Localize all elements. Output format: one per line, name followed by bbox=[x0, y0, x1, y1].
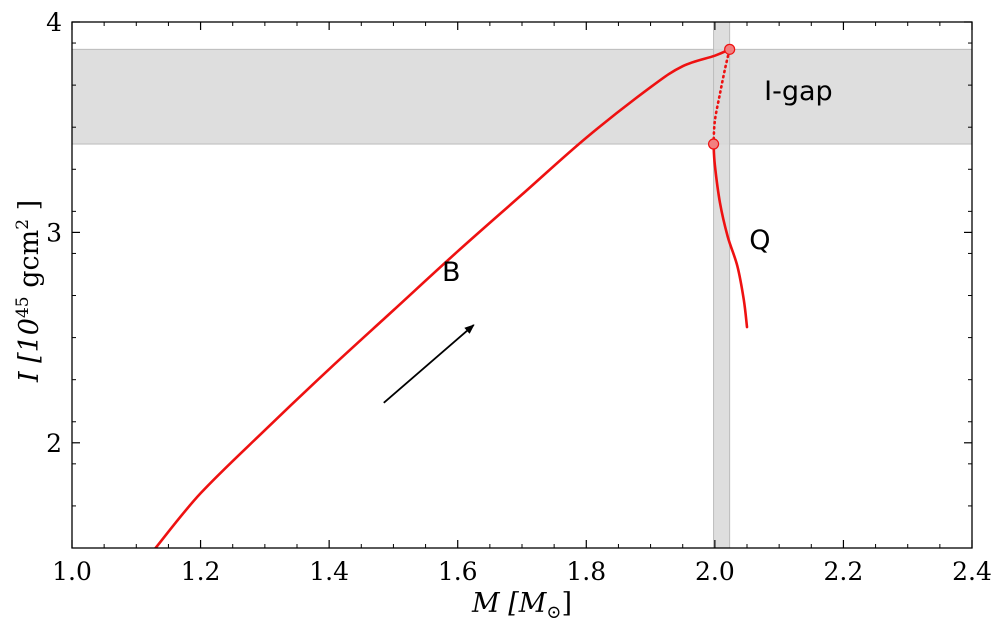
x-tick-label: 2.0 bbox=[695, 557, 735, 586]
marker-point bbox=[724, 43, 736, 55]
series-line-1 bbox=[154, 48, 731, 548]
y-axis-label-main: I [10 bbox=[14, 318, 45, 383]
y-tick-label: 3 bbox=[46, 218, 62, 247]
x-tick-label: 1.8 bbox=[566, 557, 606, 586]
x-axis-label: M [M⊙] bbox=[471, 588, 572, 623]
x-tick-label: 1.0 bbox=[52, 557, 92, 586]
annotation-layer: B Q I-gap bbox=[442, 76, 833, 288]
annotation-label: Q bbox=[749, 225, 770, 256]
x-tick-label: 2.4 bbox=[952, 557, 992, 586]
series-line-3 bbox=[712, 142, 749, 329]
x-tick-label: 1.6 bbox=[438, 557, 478, 586]
x-tick-label: 1.2 bbox=[181, 557, 221, 586]
series-line-2 bbox=[712, 48, 731, 146]
band-vertical bbox=[713, 22, 731, 548]
y-tick-label: 2 bbox=[46, 429, 62, 458]
y-axis-label: I [1045 gcm2 ] bbox=[13, 200, 45, 383]
y-axis-label-sup: 45 bbox=[13, 296, 33, 318]
x-axis-label-sub: ⊙ bbox=[546, 602, 561, 623]
band-horizontal bbox=[72, 48, 972, 145]
annotation-label: B bbox=[442, 257, 461, 288]
annotation-label: I-gap bbox=[764, 76, 833, 107]
shaded-bands bbox=[72, 22, 972, 548]
x-axis-label-tail: ] bbox=[561, 588, 572, 619]
marker-layer bbox=[707, 43, 736, 150]
series-layer bbox=[154, 48, 749, 548]
x-axis-label-main: M [M bbox=[471, 588, 548, 619]
y-tick-label: 4 bbox=[46, 8, 62, 37]
x-tick-label: 2.2 bbox=[824, 557, 864, 586]
y-axis-label-tail: ] bbox=[14, 200, 45, 219]
tick-layer: 1.0 1.2 1.4 1.6 1.8 2.0 2.2 2.4 2 3 4 bbox=[46, 8, 992, 586]
direction-arrow bbox=[383, 324, 475, 404]
y-axis-label-mid: gcm bbox=[14, 230, 45, 297]
y-axis-label-sup2: 2 bbox=[13, 219, 33, 230]
arrow-layer bbox=[383, 324, 475, 404]
x-tick-label: 1.4 bbox=[309, 557, 349, 586]
marker-point bbox=[707, 138, 720, 150]
